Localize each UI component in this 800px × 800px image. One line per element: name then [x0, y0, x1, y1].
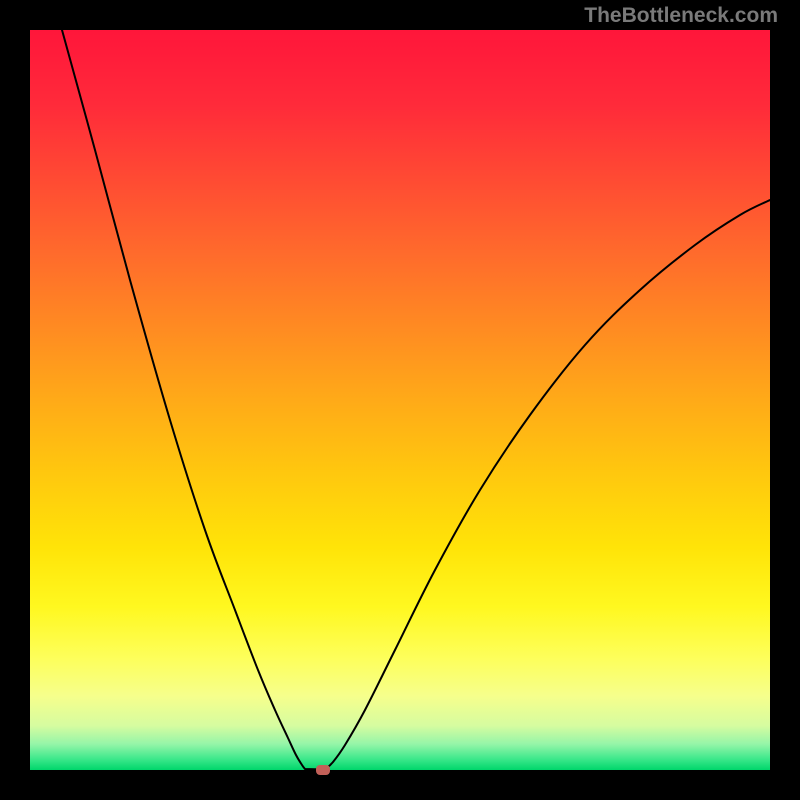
- chart-container: TheBottleneck.com: [0, 0, 800, 800]
- current-position-marker: [316, 765, 330, 775]
- gradient-plot-area: [30, 30, 770, 770]
- watermark-text: TheBottleneck.com: [584, 4, 778, 28]
